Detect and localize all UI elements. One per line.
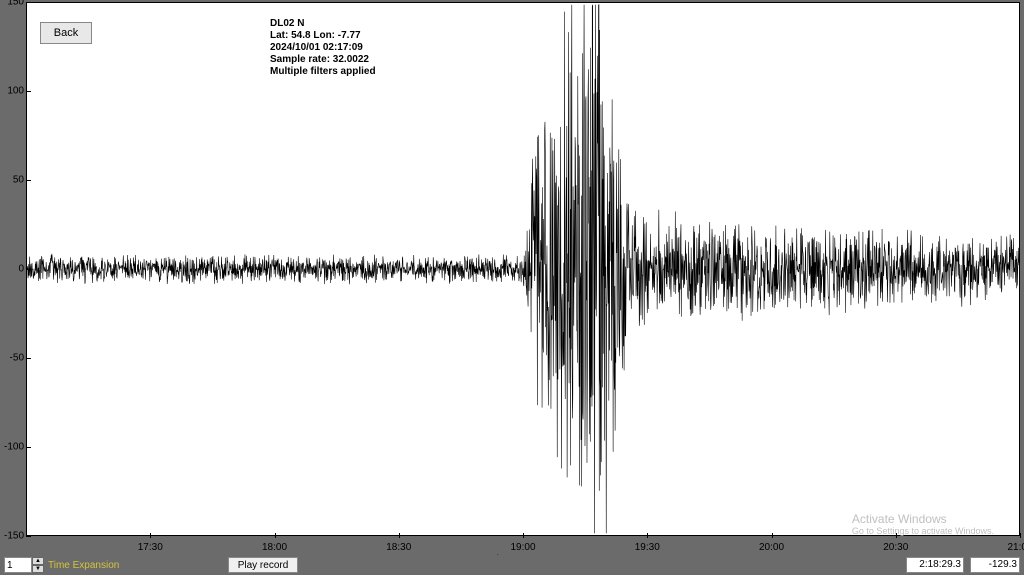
info-filters: Multiple filters applied bbox=[270, 66, 376, 78]
x-tick-mark bbox=[399, 533, 400, 538]
y-tick-label: 100 bbox=[0, 86, 24, 97]
y-tick-label: -150 bbox=[0, 531, 24, 542]
info-latlon: Lat: 54.8 Lon: -7.77 bbox=[270, 30, 376, 42]
y-tick-label: 0 bbox=[0, 264, 24, 275]
x-tick-label: 20:00 bbox=[759, 542, 784, 553]
cursor-value-readout: -129.3 bbox=[970, 557, 1020, 573]
x-tick-label: 18:30 bbox=[386, 542, 411, 553]
time-expansion-input[interactable] bbox=[4, 557, 32, 573]
x-tick-mark bbox=[150, 533, 151, 538]
info-datetime: 2024/10/01 02:17:09 bbox=[270, 42, 376, 54]
x-tick-mark bbox=[1020, 533, 1021, 538]
play-record-button[interactable]: Play record bbox=[228, 557, 298, 573]
spinner-up-icon[interactable]: ▲ bbox=[32, 557, 44, 565]
bottom-toolbar: ▲ ▼ Time Expansion Play record 2:18:29.3… bbox=[0, 555, 1024, 575]
y-tick-mark bbox=[26, 536, 31, 537]
x-tick-label: 20:30 bbox=[883, 542, 908, 553]
seismogram-plot bbox=[26, 2, 1020, 536]
waveform-trace bbox=[27, 3, 1019, 535]
x-tick-mark bbox=[896, 533, 897, 538]
y-tick-label: 150 bbox=[0, 0, 24, 8]
cursor-time-readout: 2:18:29.3 bbox=[906, 557, 964, 573]
y-tick-label: 50 bbox=[0, 175, 24, 186]
x-tick-label: 19:30 bbox=[635, 542, 660, 553]
y-tick-mark bbox=[26, 358, 31, 359]
station-info-box: DL02 N Lat: 54.8 Lon: -7.77 2024/10/01 0… bbox=[270, 18, 376, 78]
x-tick-label: 21:00 bbox=[1007, 542, 1024, 553]
time-expansion-spinner[interactable]: ▲ ▼ bbox=[32, 557, 44, 573]
y-tick-mark bbox=[26, 91, 31, 92]
x-tick-mark bbox=[647, 533, 648, 538]
spinner-down-icon[interactable]: ▼ bbox=[32, 565, 44, 573]
y-tick-mark bbox=[26, 269, 31, 270]
x-tick-label: 18:00 bbox=[262, 542, 287, 553]
info-samplerate: Sample rate: 32.0022 bbox=[270, 54, 376, 66]
x-tick-label: 19:00 bbox=[510, 542, 535, 553]
back-button[interactable]: Back bbox=[40, 22, 92, 44]
y-tick-label: -50 bbox=[0, 353, 24, 364]
x-tick-label: 17:30 bbox=[138, 542, 163, 553]
x-tick-mark bbox=[523, 533, 524, 538]
time-expansion-label: Time Expansion bbox=[48, 560, 119, 571]
y-tick-label: -100 bbox=[0, 442, 24, 453]
x-tick-mark bbox=[275, 533, 276, 538]
y-tick-mark bbox=[26, 447, 31, 448]
x-tick-mark bbox=[772, 533, 773, 538]
y-tick-mark bbox=[26, 180, 31, 181]
y-tick-mark bbox=[26, 2, 31, 3]
info-station: DL02 N bbox=[270, 18, 376, 30]
